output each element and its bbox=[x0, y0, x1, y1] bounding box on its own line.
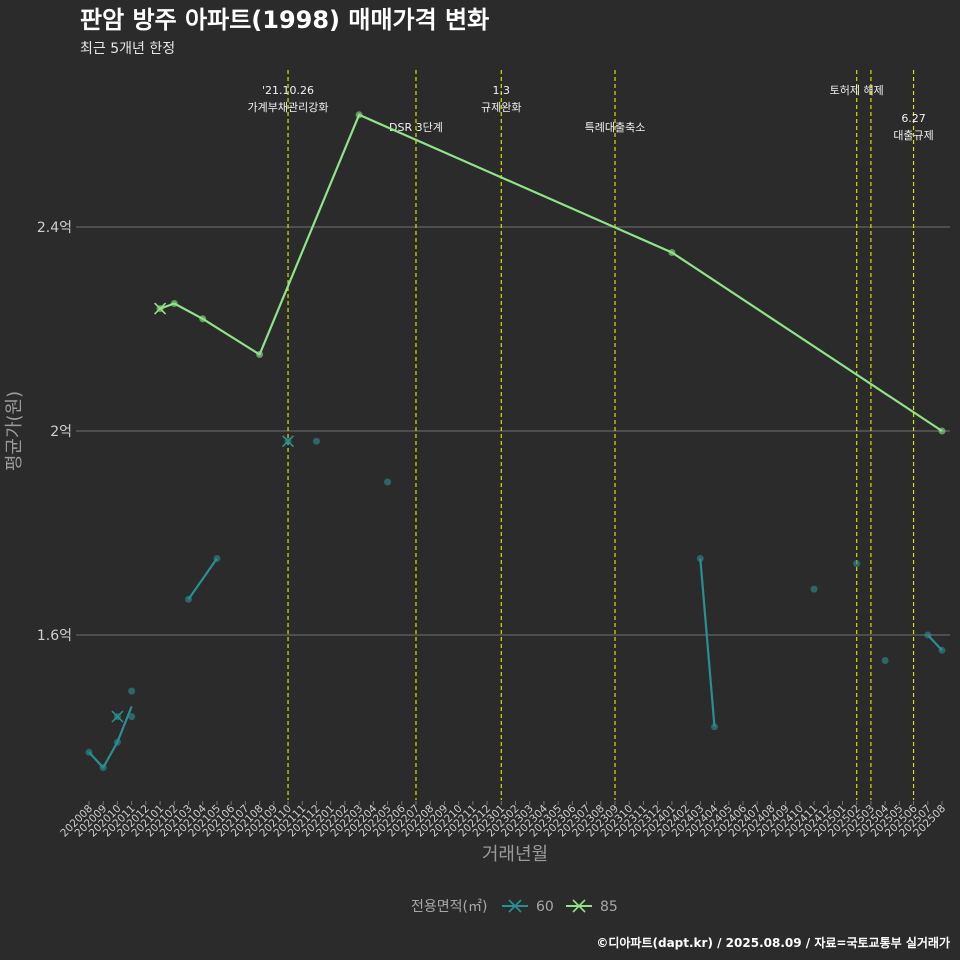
series-layer bbox=[85, 111, 946, 772]
legend-label: 85 bbox=[600, 899, 618, 915]
series-point-60 bbox=[810, 585, 818, 593]
series-point-60 bbox=[938, 646, 946, 654]
series-point-60 bbox=[213, 555, 221, 562]
chart-subtitle: 최근 5개년 한정 bbox=[80, 41, 175, 57]
series-point-60 bbox=[185, 595, 193, 603]
series-point-60 bbox=[99, 764, 107, 772]
event-label: 대출규제 bbox=[893, 129, 933, 142]
series-point-60 bbox=[113, 738, 121, 746]
legend-title: 전용면적(㎡) bbox=[411, 899, 487, 915]
series-point-60 bbox=[696, 555, 704, 562]
chart-title: 판암 방주 아파트(1998) 매매가격 변화 bbox=[80, 6, 489, 34]
series-point-85 bbox=[938, 427, 946, 435]
cross-stroke bbox=[154, 302, 167, 315]
legend-item-85: 85 bbox=[566, 899, 618, 915]
cross-marker-85 bbox=[154, 302, 167, 315]
y-tick-label: 1.6억 bbox=[37, 628, 72, 644]
series-point-85 bbox=[668, 249, 676, 256]
event-label: DSR 3단계 bbox=[389, 121, 443, 134]
series-point-85 bbox=[199, 315, 207, 323]
legend-item-60: 60 bbox=[502, 899, 554, 915]
chart-caption: ©디아파트(dapt.kr) / 2025.08.09 / 자료=국토교통부 실… bbox=[596, 935, 950, 950]
legend: 전용면적(㎡) 60 85 bbox=[411, 899, 618, 915]
cross-marker-60 bbox=[281, 435, 295, 448]
legend-label: 60 bbox=[536, 899, 554, 915]
series-point-60 bbox=[853, 560, 861, 568]
series-point-85 bbox=[256, 351, 264, 358]
series-point-60 bbox=[924, 631, 932, 639]
grid-layer bbox=[76, 226, 950, 636]
series-point-60 bbox=[384, 478, 392, 486]
series-point-60 bbox=[128, 687, 136, 695]
series-point-60 bbox=[312, 437, 320, 445]
legend-cross bbox=[572, 899, 586, 913]
event-label: 토허제 해제 bbox=[830, 83, 884, 97]
series-point-85 bbox=[170, 300, 178, 307]
series-point-60 bbox=[881, 657, 889, 664]
series-point-60 bbox=[128, 713, 136, 721]
series-point-60 bbox=[85, 748, 93, 756]
series-point-60 bbox=[711, 723, 719, 731]
series-point-85 bbox=[355, 111, 363, 119]
cross-stroke bbox=[111, 710, 124, 723]
cross-marker-60 bbox=[111, 710, 124, 723]
y-tick-label: 2.4억 bbox=[37, 220, 72, 236]
series-line-60 bbox=[187, 557, 218, 600]
series-line-60 bbox=[88, 705, 133, 769]
y-tick-label: 2억 bbox=[50, 424, 72, 440]
event-label: 규제완화 bbox=[481, 101, 521, 114]
x-axis-title: 거래년월 bbox=[482, 844, 548, 865]
cross-stroke bbox=[281, 435, 295, 448]
event-label: 6.27 bbox=[901, 112, 926, 125]
event-label: 특례대출축소 bbox=[585, 121, 646, 134]
legend-cross bbox=[508, 899, 522, 913]
event-label: 1.3 bbox=[493, 84, 511, 97]
legend-items: 60 85 bbox=[502, 899, 618, 915]
event-label: '21.10.26 bbox=[262, 84, 314, 97]
y-axis-title: 평균가(원) bbox=[4, 391, 25, 471]
event-label: 가계부채관리강화 bbox=[248, 101, 329, 114]
series-line-60 bbox=[699, 558, 716, 727]
